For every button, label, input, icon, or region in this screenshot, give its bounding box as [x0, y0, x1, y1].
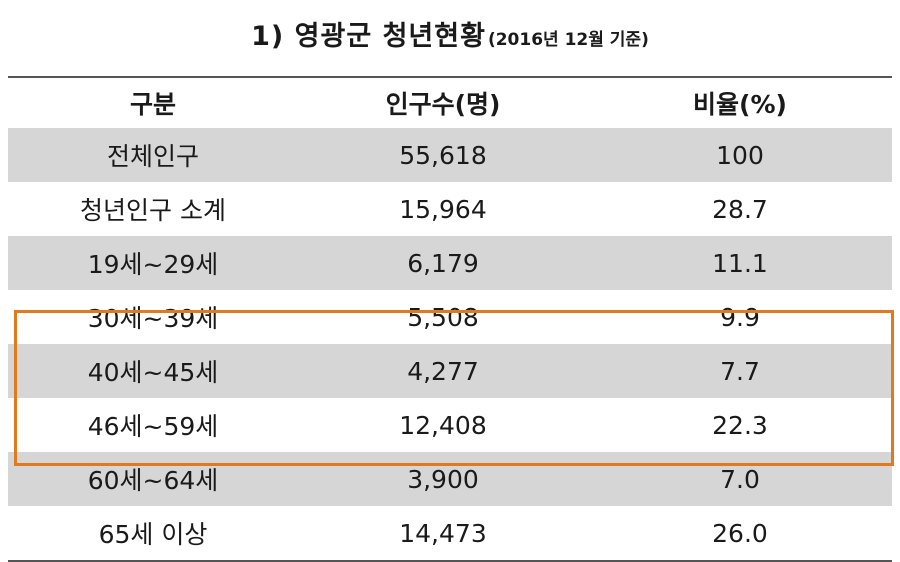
table-row: 60세~64세 3,900 7.0 [8, 452, 892, 506]
row-population: 6,179 [407, 248, 479, 278]
header-category: 구분 [129, 90, 176, 119]
row-ratio: 28.7 [712, 194, 768, 224]
row-ratio: 11.1 [712, 248, 768, 278]
row-ratio: 22.3 [712, 410, 768, 440]
row-population: 55,618 [399, 140, 487, 170]
row-category: 19세~29세 [87, 250, 219, 279]
table-row: 30세~39세 5,508 9.9 [8, 290, 892, 344]
header-ratio: 비율(%) [693, 90, 787, 119]
table-row: 청년인구 소계 15,964 28.7 [8, 182, 892, 236]
row-ratio: 26.0 [712, 518, 768, 548]
row-ratio: 100 [716, 140, 764, 170]
table-row: 40세~45세 4,277 7.7 [8, 344, 892, 398]
row-ratio: 7.7 [720, 356, 760, 386]
row-population: 3,900 [407, 464, 479, 494]
row-category: 30세~39세 [87, 304, 219, 333]
title-main: 1) 영광군 청년현황 [251, 21, 486, 52]
table-row: 65세 이상 14,473 26.0 [8, 506, 892, 560]
row-category: 40세~45세 [87, 358, 219, 387]
row-category: 60세~64세 [87, 466, 219, 495]
row-population: 15,964 [399, 194, 487, 224]
row-population: 5,508 [407, 302, 479, 332]
row-category: 46세~59세 [87, 412, 219, 441]
population-table: 구분 인구수(명) 비율(%) 전체인구 55,618 100 청년인구 소계 … [8, 76, 894, 562]
row-population: 14,473 [399, 518, 487, 548]
row-category: 청년인구 소계 [80, 196, 226, 225]
table-top-rule [8, 76, 892, 78]
title-subtitle: (2016년 12월 기준) [487, 30, 649, 50]
row-ratio: 7.0 [720, 464, 760, 494]
document-title: 1) 영광군 청년현황 (2016년 12월 기준) [0, 14, 900, 53]
row-population: 4,277 [407, 356, 479, 386]
row-category: 전체인구 [106, 142, 199, 171]
table-row: 전체인구 55,618 100 [8, 128, 892, 182]
row-population: 12,408 [399, 410, 487, 440]
table-header-row: 구분 인구수(명) 비율(%) [8, 78, 892, 128]
table-row: 19세~29세 6,179 11.1 [8, 236, 892, 290]
row-ratio: 9.9 [720, 302, 760, 332]
table-row: 46세~59세 12,408 22.3 [8, 398, 892, 452]
row-category: 65세 이상 [98, 520, 208, 549]
header-population: 인구수(명) [385, 90, 501, 119]
